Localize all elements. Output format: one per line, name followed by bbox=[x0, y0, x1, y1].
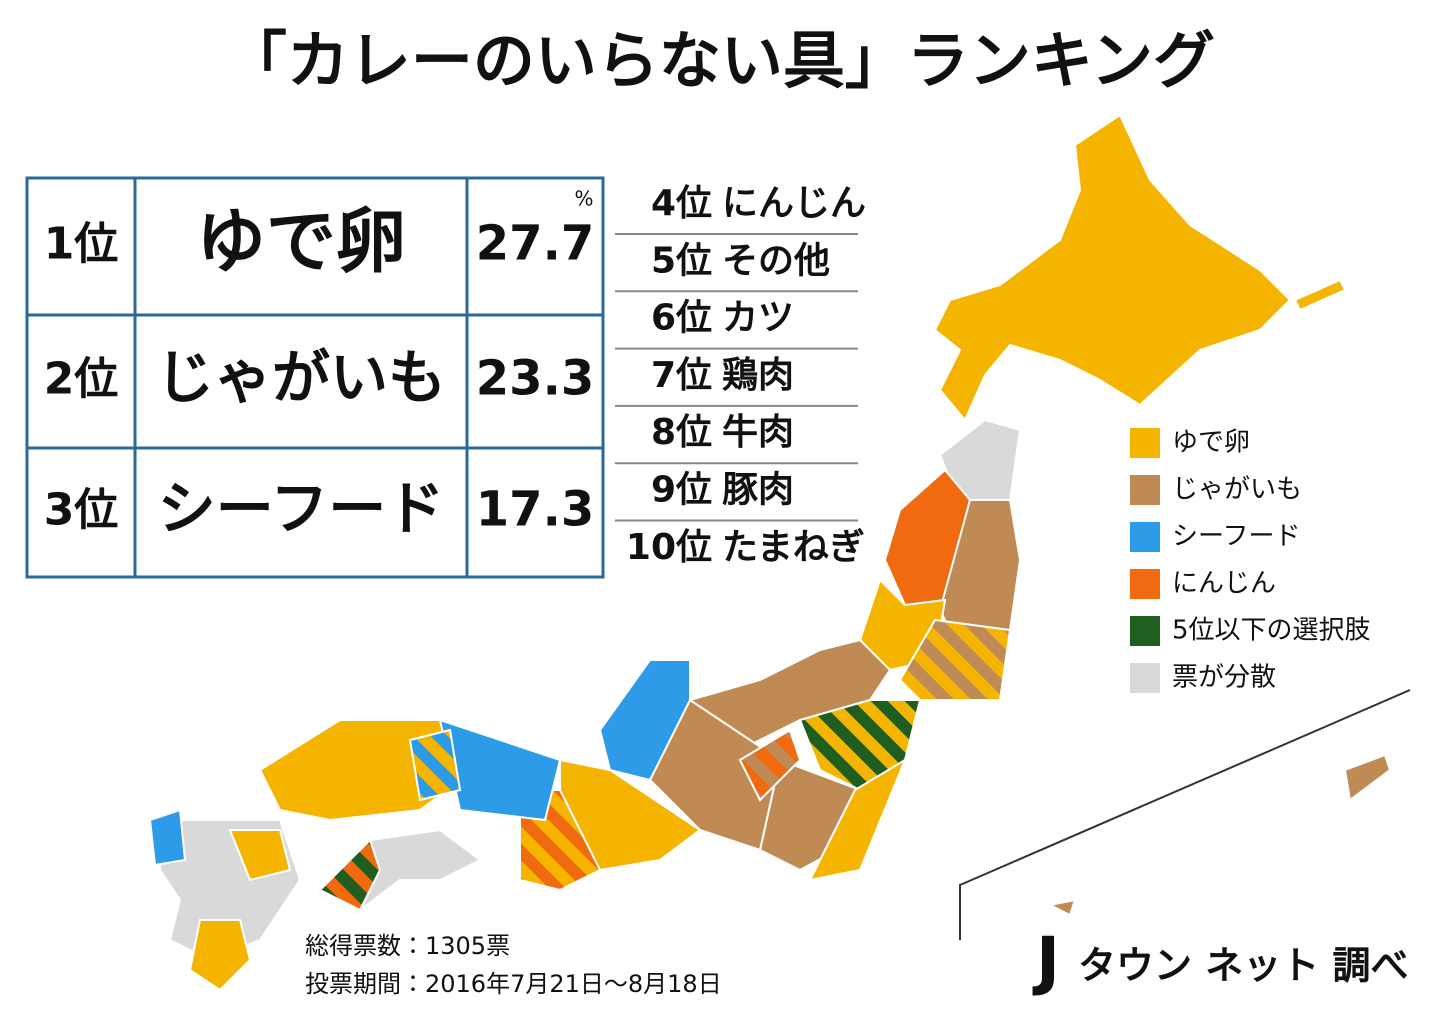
list-item: 豚肉 bbox=[722, 470, 794, 511]
legend-label: じゃがいも bbox=[1172, 475, 1302, 505]
list-rank: 9位 bbox=[651, 470, 712, 511]
item: じゃがいも bbox=[156, 344, 446, 412]
legend-swatch bbox=[1130, 663, 1160, 693]
rank: 3位 bbox=[44, 485, 119, 536]
total-votes: 総得票数：1305票 bbox=[305, 932, 510, 960]
legend-label: にんじん bbox=[1172, 569, 1276, 599]
logo-mark: J bbox=[1032, 925, 1060, 999]
legend-label: 5位以下の選択肢 bbox=[1172, 616, 1371, 646]
prefecture bbox=[898, 618, 1012, 701]
item: ゆで卵 bbox=[196, 201, 406, 283]
prefecture bbox=[738, 728, 802, 802]
legend-swatch bbox=[1130, 522, 1160, 552]
rank: 1位 bbox=[44, 219, 119, 270]
legend-label: ゆで卵 bbox=[1172, 428, 1250, 458]
okinawa-frame bbox=[959, 689, 1411, 940]
percent: 17.3 bbox=[476, 482, 594, 538]
prefecture bbox=[318, 838, 382, 912]
japan-map bbox=[148, 113, 1392, 992]
legend-swatch bbox=[1130, 616, 1160, 646]
list-item: 鶏肉 bbox=[722, 355, 794, 396]
prefecture bbox=[1293, 278, 1347, 312]
list-item: にんじん bbox=[722, 183, 866, 224]
list-item: 牛肉 bbox=[722, 412, 794, 453]
percent: 27.7 bbox=[476, 216, 594, 272]
period: 投票期間：2016年7月21日～8月18日 bbox=[305, 970, 722, 998]
prefecture bbox=[1343, 753, 1392, 802]
prefecture bbox=[188, 919, 252, 992]
list-item: たまねぎ bbox=[722, 527, 865, 568]
percent-unit: % bbox=[574, 187, 593, 211]
title: 「カレーのいらない具」ランキング bbox=[225, 24, 1215, 97]
legend-label: 票が分散 bbox=[1172, 663, 1276, 693]
prefecture bbox=[148, 808, 187, 867]
legend-label: シーフード bbox=[1172, 522, 1300, 552]
item: シーフード bbox=[158, 475, 445, 543]
list-rank: 8位 bbox=[651, 412, 712, 453]
list-rank: 4位 bbox=[651, 183, 712, 224]
legend-swatch bbox=[1130, 569, 1160, 599]
legend-swatch bbox=[1130, 428, 1160, 458]
rank: 2位 bbox=[44, 354, 119, 405]
legend-swatch bbox=[1130, 475, 1160, 505]
table-frame bbox=[25, 176, 605, 579]
list-item: カツ bbox=[722, 298, 794, 339]
prefecture bbox=[1046, 898, 1077, 917]
prefecture bbox=[438, 718, 562, 822]
list-rank: 5位 bbox=[651, 240, 712, 281]
list-rank: 7位 bbox=[651, 355, 712, 396]
list-rank: 10位 bbox=[626, 527, 712, 568]
prefecture bbox=[408, 728, 462, 802]
list-item: その他 bbox=[722, 240, 830, 281]
prefecture bbox=[228, 829, 292, 882]
ranking-table: 1位 ゆで卵 27.7 2位 じゃがいも 23.3 3位 シーフード 17.3% bbox=[25, 176, 605, 579]
percent: 23.3 bbox=[476, 351, 594, 407]
prefecture bbox=[933, 113, 1292, 422]
list-rank: 6位 bbox=[651, 298, 712, 339]
logo-text: タウン ネット 調べ bbox=[1078, 944, 1408, 988]
prefecture bbox=[808, 757, 908, 882]
